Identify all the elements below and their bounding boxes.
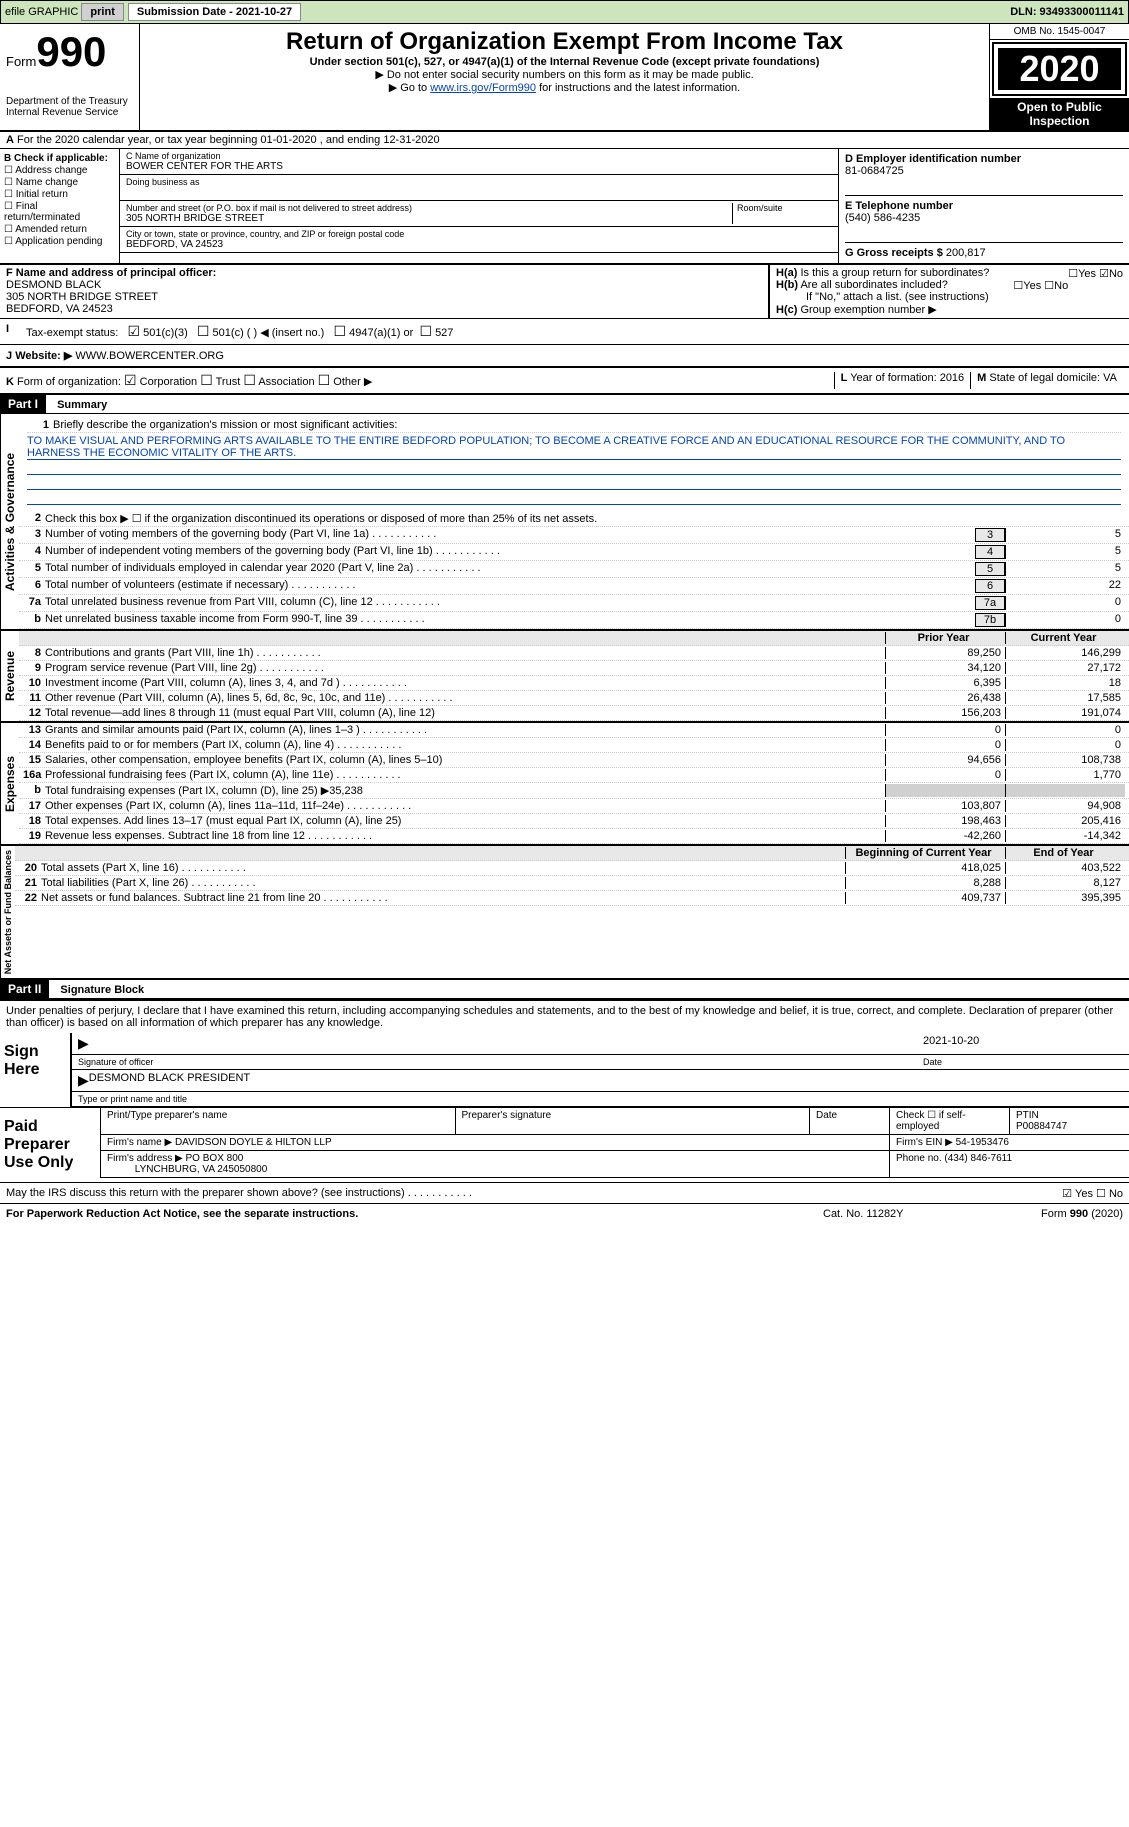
check-501c3[interactable]: ☑ [128, 323, 141, 339]
officer-group-row: F Name and address of principal officer:… [0, 265, 1129, 319]
check-address-change[interactable]: ☐ Address change [4, 165, 115, 176]
gross-receipts-value: 200,817 [946, 247, 986, 259]
omb-number: OMB No. 1545-0047 [990, 24, 1129, 40]
tax-year: 2020 [996, 46, 1123, 92]
pra-notice: For Paperwork Reduction Act Notice, see … [6, 1208, 823, 1220]
print-button[interactable]: print [81, 3, 123, 21]
check-amended[interactable]: ☐ Amended return [4, 224, 115, 235]
paid-preparer-block: Paid Preparer Use Only Print/Type prepar… [0, 1107, 1129, 1182]
name-column: C Name of organization BOWER CENTER FOR … [120, 149, 839, 263]
open-to-public: Open to Public Inspection [990, 98, 1129, 130]
year-formation: Year of formation: 2016 [850, 372, 964, 384]
dln: DLN: 93493300011141 [1010, 6, 1124, 18]
part2-header: Part II Signature Block [0, 980, 1129, 999]
form990-link[interactable]: www.irs.gov/Form990 [430, 82, 536, 94]
signature-declaration: Under penalties of perjury, I declare th… [0, 999, 1129, 1033]
form-label: Form [6, 54, 36, 69]
street-address: 305 NORTH BRIDGE STREET [126, 213, 732, 224]
form-of-org-row: K Form of organization: ☑ Corporation ☐ … [0, 368, 1129, 395]
net-assets-tab: Net Assets or Fund Balances [0, 846, 15, 978]
officer-label: F Name and address of principal officer: [6, 267, 216, 279]
calendar-year-line: A For the 2020 calendar year, or tax yea… [0, 132, 1129, 149]
phone-value: (540) 586-4235 [845, 212, 1123, 224]
website-url[interactable]: WWW.BOWERCENTER.ORG [75, 350, 224, 362]
officer-addr1: 305 NORTH BRIDGE STREET [6, 291, 762, 303]
discuss-row: May the IRS discuss this return with the… [0, 1182, 1129, 1203]
header: Form990 Department of the Treasury Inter… [0, 24, 1129, 132]
check-column: B Check if applicable: ☐ Address change … [0, 149, 120, 263]
revenue-section: Revenue Prior YearCurrent Year 8Contribu… [0, 631, 1129, 723]
gov-tab: Activities & Governance [0, 414, 19, 629]
firm-address: PO BOX 800 [186, 1153, 244, 1164]
firm-phone: (434) 846-7611 [944, 1153, 1012, 1164]
officer-name: DESMOND BLACK [6, 279, 762, 291]
topbar: efile GRAPHIC print Submission Date - 20… [0, 0, 1129, 24]
tax-status-row: I Tax-exempt status: ☑ 501(c)(3) ☐ 501(c… [0, 319, 1129, 345]
ptin-value: P00884747 [1016, 1121, 1123, 1132]
goto-note: ▶ Go to www.irs.gov/Form990 for instruct… [146, 81, 983, 94]
check-application-pending[interactable]: ☐ Application pending [4, 236, 115, 247]
header-mid: Return of Organization Exempt From Incom… [140, 24, 989, 130]
room-label: Room/suite [737, 203, 832, 213]
val-5: 5 [1005, 562, 1125, 576]
phone-label: E Telephone number [845, 200, 1123, 212]
ein-label: D Employer identification number [845, 153, 1123, 165]
city-label: City or town, state or province, country… [126, 229, 832, 239]
val-3: 5 [1005, 528, 1125, 542]
info-grid: B Check if applicable: ☐ Address change … [0, 149, 1129, 265]
dept-treasury: Department of the Treasury [6, 96, 133, 107]
form-number: 990 [36, 28, 106, 75]
check-final-return[interactable]: ☐ Final return/terminated [4, 201, 115, 223]
state-domicile: State of legal domicile: VA [989, 372, 1117, 384]
revenue-tab: Revenue [0, 631, 19, 721]
cat-number: Cat. No. 11282Y [823, 1208, 973, 1220]
efile-label: efile GRAPHIC [5, 6, 78, 18]
arrow-icon: ▶ [78, 1035, 89, 1052]
header-right: OMB No. 1545-0047 2020 Open to Public In… [989, 24, 1129, 130]
check-corporation[interactable]: ☑ [124, 372, 137, 388]
address-label: Number and street (or P.O. box if mail i… [126, 203, 732, 213]
officer-signature-name: DESMOND BLACK PRESIDENT [89, 1072, 1123, 1089]
val-7a: 0 [1005, 596, 1125, 610]
org-name: BOWER CENTER FOR THE ARTS [126, 161, 832, 172]
org-name-label: C Name of organization [126, 151, 832, 161]
irs-label: Internal Revenue Service [6, 107, 133, 118]
ein-column: D Employer identification number 81-0684… [839, 149, 1129, 263]
h-note: If "No," attach a list. (see instruction… [776, 291, 1123, 303]
form-title: Return of Organization Exempt From Incom… [146, 28, 983, 56]
sign-here-block: Sign Here ▶ 2021-10-20 Signature of offi… [0, 1033, 1129, 1107]
expenses-section: Expenses 13Grants and similar amounts pa… [0, 723, 1129, 846]
header-left: Form990 Department of the Treasury Inter… [0, 24, 140, 130]
check-initial-return[interactable]: ☐ Initial return [4, 189, 115, 200]
mission-text: TO MAKE VISUAL AND PERFORMING ARTS AVAIL… [27, 435, 1121, 460]
ssn-note: ▶ Do not enter social security numbers o… [146, 68, 983, 81]
gross-receipts-label: G Gross receipts $ [845, 247, 943, 259]
dba-label: Doing business as [126, 177, 832, 187]
check-name-change[interactable]: ☐ Name change [4, 177, 115, 188]
footer: For Paperwork Reduction Act Notice, see … [0, 1203, 1129, 1224]
activities-governance: Activities & Governance 1Briefly describ… [0, 414, 1129, 631]
submission-date: Submission Date - 2021-10-27 [128, 3, 301, 21]
self-employed-check[interactable]: Check ☐ if self-employed [889, 1108, 1009, 1134]
ein-value: 81-0684725 [845, 165, 1123, 177]
form-subtitle: Under section 501(c), 527, or 4947(a)(1)… [146, 56, 983, 68]
check-header: B Check if applicable: [4, 153, 115, 164]
firm-ein: 54-1953476 [956, 1137, 1009, 1148]
city-state-zip: BEDFORD, VA 24523 [126, 239, 832, 250]
firm-name: DAVIDSON DOYLE & HILTON LLP [175, 1137, 332, 1148]
val-4: 5 [1005, 545, 1125, 559]
val-6: 22 [1005, 579, 1125, 593]
net-assets-section: Net Assets or Fund Balances Beginning of… [0, 846, 1129, 980]
sig-date: 2021-10-20 [923, 1035, 1123, 1052]
expenses-tab: Expenses [0, 723, 19, 844]
part1-header: Part I Summary [0, 395, 1129, 414]
officer-addr2: BEDFORD, VA 24523 [6, 303, 762, 315]
website-row: J Website: ▶ WWW.BOWERCENTER.ORG [0, 345, 1129, 368]
val-7b: 0 [1005, 613, 1125, 627]
form-footer: Form 990 (2020) [973, 1208, 1123, 1220]
